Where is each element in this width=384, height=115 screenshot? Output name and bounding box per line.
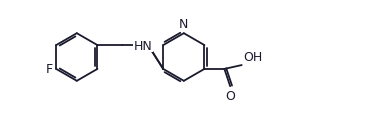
- Text: F: F: [46, 63, 53, 76]
- Text: HN: HN: [134, 39, 153, 52]
- Text: OH: OH: [243, 51, 263, 64]
- Text: N: N: [179, 18, 189, 31]
- Text: O: O: [225, 89, 235, 102]
